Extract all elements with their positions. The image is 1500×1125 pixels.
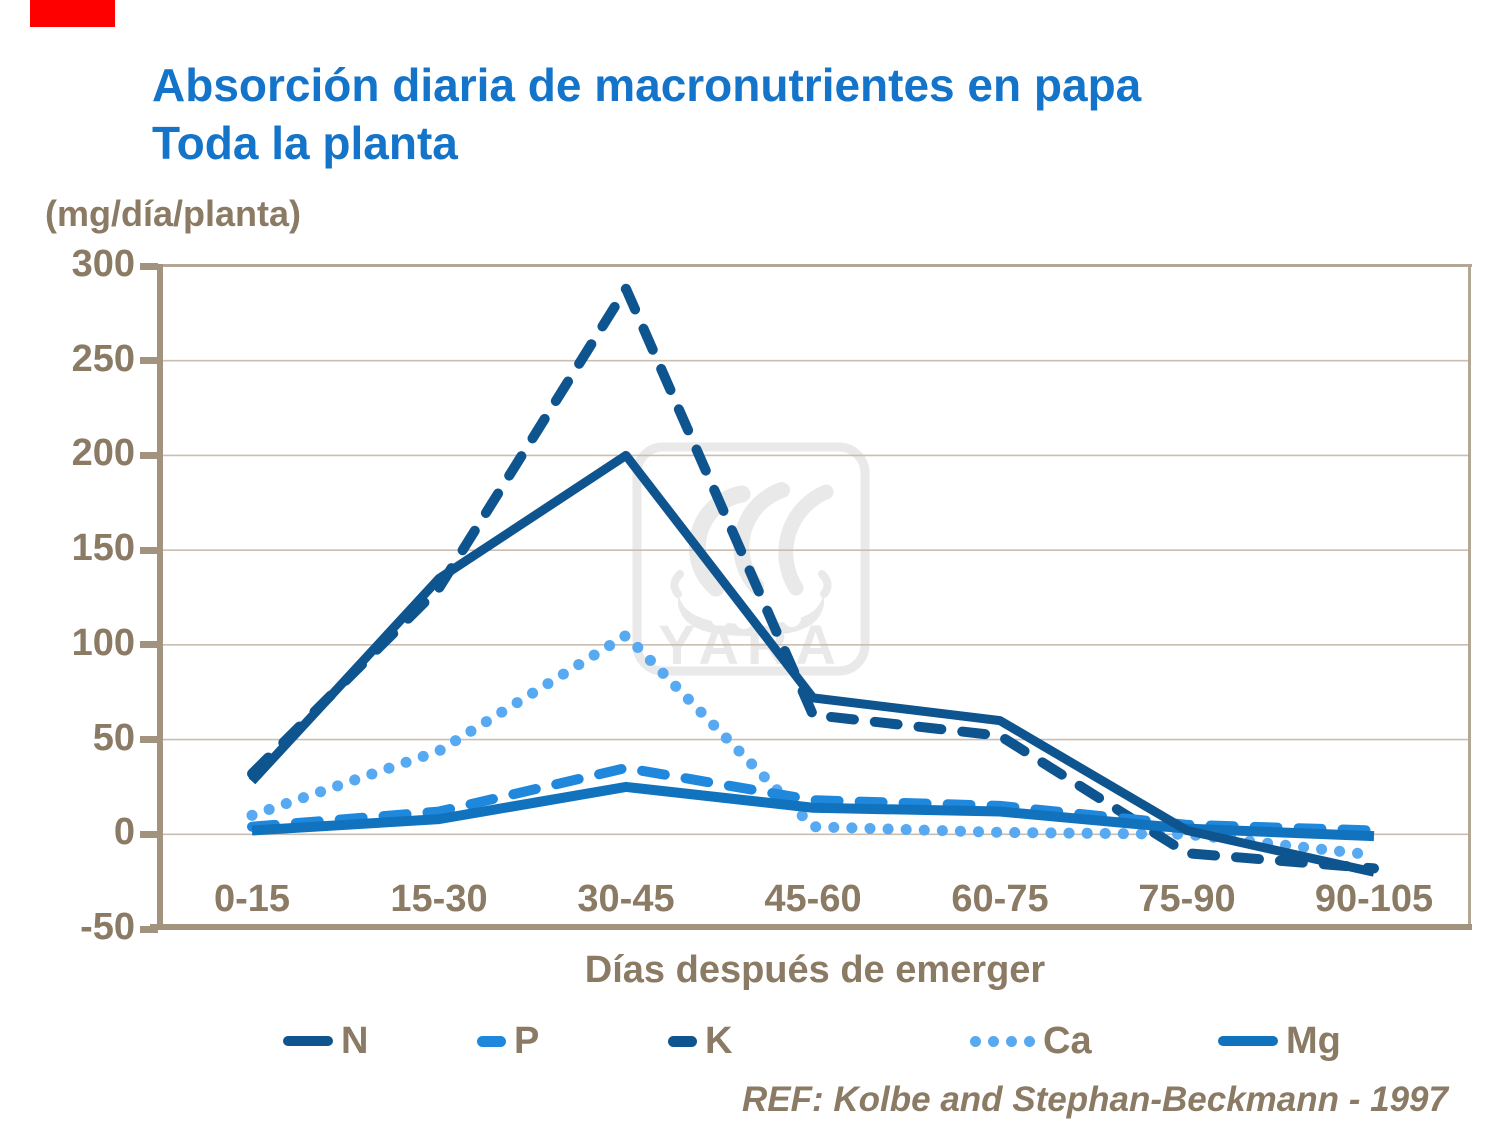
series-line-K — [247, 283, 1379, 874]
watermark-border — [632, 442, 870, 676]
y-tick-mark-250 — [140, 357, 158, 365]
legend-swatch-N — [283, 1036, 333, 1046]
y-tick-mark-50 — [140, 736, 158, 744]
chart-title-line1: Absorción diaria de macronutrientes en p… — [152, 59, 1142, 111]
y-tick-label--50: -50 — [80, 906, 135, 948]
plot-top-border — [157, 264, 1472, 267]
legend-item-P: P — [477, 1019, 540, 1062]
x-tick-label-90-105: 90-105 — [1314, 878, 1434, 920]
y-tick-mark-200 — [140, 451, 158, 459]
x-tick-label-45-60: 45-60 — [764, 878, 862, 920]
y-tick-mark-300 — [140, 262, 158, 270]
y-tick-label-250: 250 — [71, 337, 135, 380]
legend-label-Mg: Mg — [1286, 1019, 1341, 1062]
red-accent-bar — [30, 0, 115, 27]
legend-label-K: K — [705, 1019, 733, 1062]
series-line-Ca — [246, 629, 1380, 861]
series-line-N — [248, 450, 1375, 877]
legend-swatch-P — [477, 1035, 506, 1047]
y-tick-mark-0 — [140, 830, 158, 838]
y-tick-label-50: 50 — [92, 716, 135, 759]
legend-swatch-Mg — [1218, 1036, 1278, 1046]
y-tick-label-0: 0 — [113, 811, 135, 854]
legend-item-K: K — [668, 1019, 733, 1062]
legend-label-Ca: Ca — [1043, 1019, 1092, 1062]
x-tick-label-75-90: 75-90 — [1138, 878, 1236, 920]
chart-plot-area — [160, 265, 1470, 930]
watermark-sail-3 — [778, 484, 834, 596]
x-tick-label-60-75: 60-75 — [951, 878, 1049, 920]
x-tick-label-0-15: 0-15 — [213, 878, 291, 920]
y-tick-mark-100 — [140, 641, 158, 649]
legend-label-N: N — [341, 1019, 369, 1062]
y-tick-label-200: 200 — [71, 432, 135, 475]
legend-item-Mg: Mg — [1218, 1019, 1341, 1062]
x-tick-label-15-30: 15-30 — [390, 878, 488, 920]
x-axis-title: Días después de emerger — [584, 949, 1046, 991]
chart-title-line2: Toda la planta — [152, 117, 458, 169]
legend-label-P: P — [514, 1019, 540, 1062]
chart-title: Absorción diaria de macronutrientes en p… — [152, 56, 1141, 172]
plot-right-border — [1468, 264, 1471, 930]
x-tick-label-30-45: 30-45 — [577, 878, 675, 920]
y-tick-label-100: 100 — [71, 621, 135, 664]
x-axis-line — [150, 924, 1472, 930]
y-axis-line — [157, 264, 163, 930]
y-axis-unit-label: (mg/día/planta) — [45, 193, 302, 234]
y-tick-mark--50 — [140, 925, 158, 933]
reference-text: REF: Kolbe and Stephan-Beckmann - 1997 — [742, 1080, 1448, 1119]
y-tick-label-300: 300 — [71, 243, 135, 285]
legend-item-N: N — [283, 1019, 369, 1062]
legend-swatch-K — [668, 1035, 697, 1047]
legend-item-Ca: Ca — [970, 1019, 1092, 1062]
legend-swatch-Ca — [970, 1035, 1035, 1047]
y-tick-mark-150 — [140, 546, 158, 554]
watermark-sail-1 — [688, 485, 751, 597]
y-tick-label-150: 150 — [71, 527, 135, 570]
